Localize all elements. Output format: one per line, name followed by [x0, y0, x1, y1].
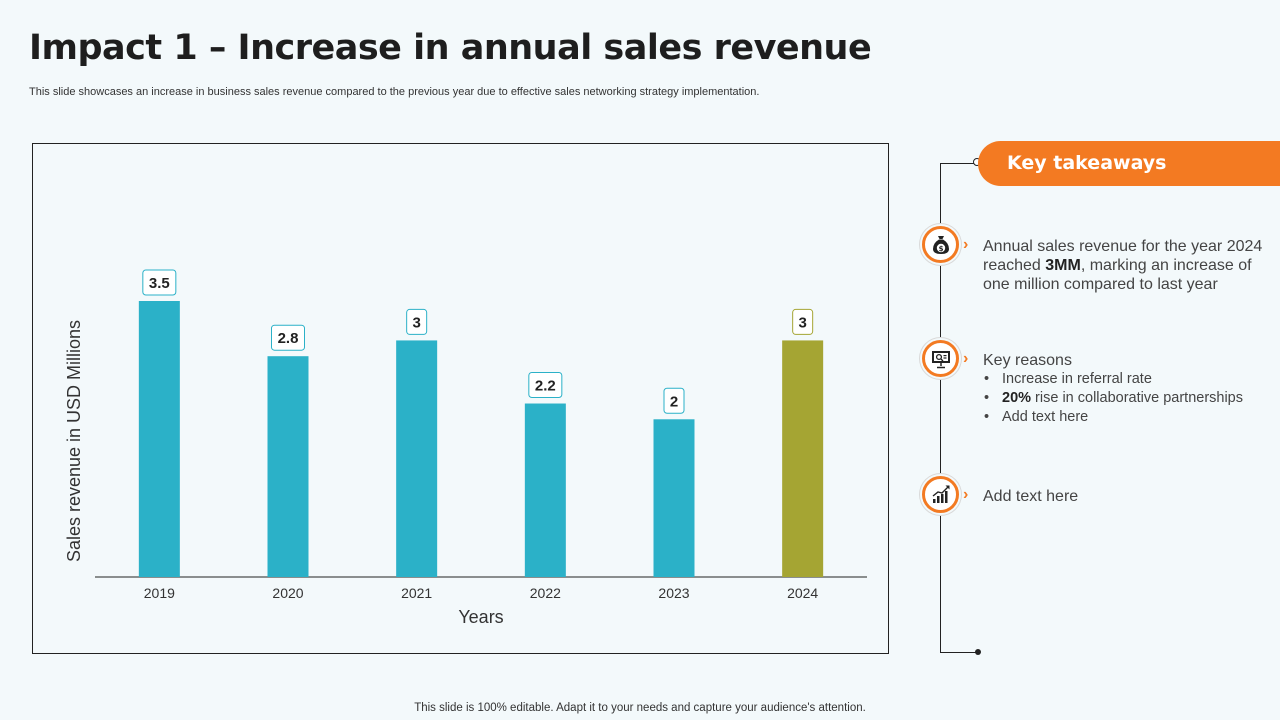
- page-subtitle: This slide showcases an increase in busi…: [29, 86, 760, 98]
- data-label-box: [528, 372, 563, 399]
- x-tick-label: 2021: [401, 585, 432, 601]
- chevron-right-icon: ›: [963, 350, 969, 367]
- takeaway-2: Key reasons Increase in referral rate 20…: [983, 351, 1263, 427]
- bar-chart: Sales revenue in USD Millions Years 3.5 2…: [64, 269, 867, 627]
- data-label: 3: [412, 314, 420, 331]
- data-label-box: [271, 324, 305, 351]
- data-label-box: [142, 269, 177, 296]
- timeline-line: [940, 163, 941, 653]
- x-tick-label: 2023: [658, 585, 689, 601]
- data-label: 2.8: [278, 330, 299, 347]
- data-label-box: [406, 308, 428, 335]
- timeline-bottom-connector: [940, 652, 978, 653]
- data-label-box: [792, 308, 814, 335]
- data-label: 3.5: [149, 275, 170, 292]
- timeline-top-connector: [940, 163, 978, 164]
- data-label-box: [663, 387, 685, 414]
- data-label: 2: [670, 393, 678, 410]
- bullet-item: 20% rise in collaborative partnerships: [983, 389, 1263, 408]
- takeaway-1-text: Annual sales revenue for the year 2024 r…: [983, 237, 1263, 294]
- bar-2019: [138, 301, 180, 577]
- bar-2020: [267, 356, 309, 577]
- takeaway-3-text: Add text here: [983, 488, 1079, 505]
- svg-text:$: $: [938, 245, 943, 253]
- takeaway-2-bullets: Increase in referral rate 20% rise in co…: [983, 370, 1263, 427]
- timeline-bottom-dot: [975, 649, 981, 655]
- bullet-highlight: 20%: [1002, 390, 1032, 406]
- bar-2024: [782, 340, 824, 577]
- presentation-chart-icon: [922, 340, 959, 377]
- bullet-text: rise in collaborative partnerships: [1031, 390, 1243, 406]
- money-bag-icon: $: [922, 226, 959, 263]
- key-takeaways-banner: Key takeaways: [978, 141, 1280, 186]
- bullet-item: Add text here: [983, 408, 1263, 427]
- chevron-right-icon: ›: [963, 236, 969, 253]
- bars-group: 3.5 2019 2.8 2020 3 2021 2.2 2022 2 2023 3 2024: [138, 269, 824, 601]
- y-axis-label: Sales revenue in USD Millions: [64, 320, 84, 562]
- x-axis-label: Years: [458, 607, 503, 627]
- takeaway-1-text-end: , marking an increase of one million com…: [983, 257, 1252, 293]
- footer-note: This slide is 100% editable. Adapt it to…: [414, 702, 866, 714]
- page-title: Impact 1 – Increase in annual sales reve…: [29, 28, 872, 68]
- x-tick-label: 2020: [272, 585, 303, 601]
- x-tick-label: 2024: [787, 585, 818, 601]
- chevron-right-icon: ›: [963, 486, 969, 503]
- takeaway-1-highlight: 3MM: [1045, 257, 1081, 274]
- bullet-item: Increase in referral rate: [983, 370, 1263, 389]
- chart-container: Sales revenue in USD Millions Years 3.5 2…: [32, 143, 889, 654]
- takeaway-2-heading: Key reasons: [983, 352, 1072, 369]
- bar-2023: [653, 419, 695, 577]
- x-tick-label: 2019: [144, 585, 175, 601]
- x-tick-label: 2022: [530, 585, 561, 601]
- takeaway-1-text-start: Annual sales revenue for the year 2024 r…: [983, 238, 1263, 274]
- data-label: 2.2: [535, 378, 556, 395]
- growth-chart-icon: [922, 476, 959, 513]
- bar-2021: [396, 340, 438, 577]
- data-label: 3: [798, 314, 806, 331]
- bar-2022: [524, 403, 566, 577]
